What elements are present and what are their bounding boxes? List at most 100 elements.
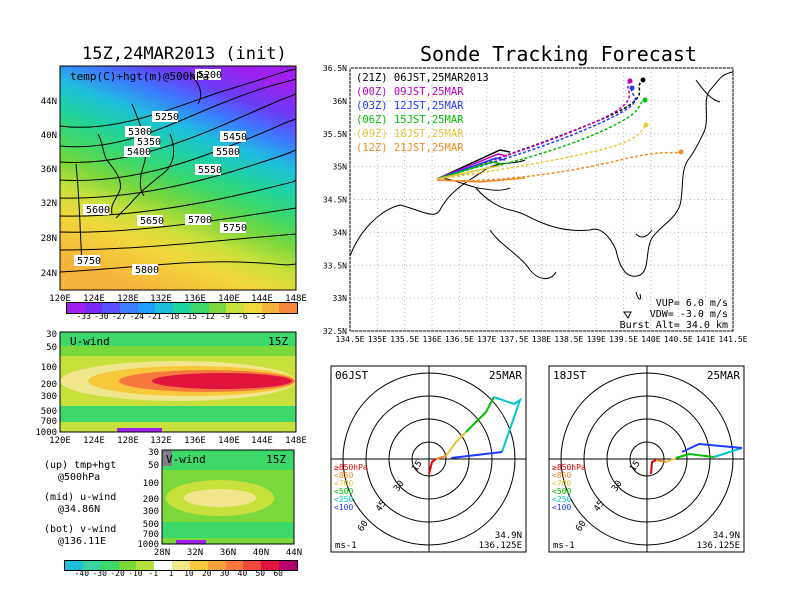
svg-text:≥850hPa: ≥850hPa bbox=[552, 463, 586, 472]
pressure-tick: 700 bbox=[143, 530, 159, 540]
contour-label: 5750 bbox=[77, 256, 101, 267]
colorbar-swatch bbox=[82, 561, 101, 570]
contour-label: 5400 bbox=[127, 147, 151, 158]
lon-tick: 140E bbox=[641, 335, 660, 344]
lon-tick: 141.5E bbox=[719, 335, 748, 344]
svg-text:≥850hPa: ≥850hPa bbox=[334, 463, 368, 472]
colorbar-swatch bbox=[67, 303, 85, 313]
contour-label: 5450 bbox=[223, 132, 247, 143]
lon-tick: 128E bbox=[117, 436, 139, 446]
launch-entry: (21Z) 06JST,25MAR2013 bbox=[356, 72, 489, 84]
contour-label: 5700 bbox=[188, 215, 212, 226]
hodo-legend: ≥850hPa <850 <700 <500 <250 <100 bbox=[334, 463, 368, 512]
lon-tick: 140.5E bbox=[664, 335, 693, 344]
lon-tick: 135E bbox=[368, 335, 387, 344]
svg-text:<850: <850 bbox=[552, 471, 571, 480]
temperature-colorbar bbox=[66, 302, 298, 314]
legend-notes: (up) tmp+hgt @500hPa (mid) u-wind @34.86N … bbox=[44, 460, 116, 548]
hodo-lat: 34.9N bbox=[713, 531, 740, 541]
pressure-tick: 300 bbox=[143, 507, 159, 517]
colorbar-swatch bbox=[207, 561, 226, 570]
colorbar-swatch bbox=[120, 303, 138, 313]
contour-label: 5250 bbox=[155, 112, 179, 123]
lat-tick: 32.5N bbox=[323, 327, 347, 336]
colorbar-label: -30 bbox=[94, 312, 109, 321]
contour-label: 5550 bbox=[198, 165, 222, 176]
sonde-track-map: (21Z) 06JST,25MAR2013 (00Z) 09JST,25MAR … bbox=[323, 64, 748, 344]
colorbar-swatch bbox=[190, 303, 209, 313]
colorbar-swatch bbox=[172, 561, 190, 570]
svg-text:<250: <250 bbox=[552, 495, 571, 504]
u-wind-label: U-wind bbox=[70, 335, 110, 348]
lon-tick: 139E bbox=[587, 335, 606, 344]
colorbar-swatch bbox=[137, 303, 156, 313]
pressure-tick: 500 bbox=[143, 520, 159, 530]
colorbar-swatch bbox=[261, 303, 280, 313]
lat-tick: 24N bbox=[41, 269, 57, 279]
colorbar-swatch bbox=[225, 561, 244, 570]
lon-tick: 138.5E bbox=[554, 335, 583, 344]
lon-tick: 120E bbox=[49, 436, 71, 446]
hodo-lon: 136.125E bbox=[697, 541, 740, 551]
colorbar-label: -1 bbox=[148, 569, 159, 578]
colorbar-label: 30 bbox=[219, 569, 230, 578]
u-wind-time: 15Z bbox=[268, 335, 288, 348]
hodo-date: 25MAR bbox=[707, 369, 740, 382]
lat-tick: 32N bbox=[41, 199, 57, 209]
launch-entry: (03Z) 12JST,25MAR bbox=[356, 100, 464, 112]
colorbar-swatch bbox=[243, 561, 262, 570]
note-up: (up) tmp+hgt @500hPa bbox=[44, 460, 117, 483]
lon-tick: 144E bbox=[251, 436, 273, 446]
pressure-tick: 100 bbox=[41, 363, 57, 373]
lat-tick: 33N bbox=[333, 294, 348, 303]
param-vdw: VDW= -3.0 m/s bbox=[650, 309, 728, 320]
colorbar-swatch bbox=[243, 303, 262, 313]
colorbar-swatch bbox=[65, 561, 83, 570]
u-wind-section: U-wind 15Z 30 50 100 200 300 500 700 100… bbox=[35, 330, 307, 446]
colorbar-label: -30 bbox=[92, 569, 107, 578]
pressure-tick: 1000 bbox=[35, 428, 57, 438]
lat-tick: 44N bbox=[286, 548, 302, 558]
lon-tick: 137.5E bbox=[500, 335, 529, 344]
contour-label: 5300 bbox=[128, 127, 152, 138]
colorbar-swatch bbox=[279, 303, 297, 313]
lon-tick: 144E bbox=[251, 294, 273, 304]
lon-tick: 124E bbox=[83, 436, 105, 446]
lon-tick: 137E bbox=[477, 335, 496, 344]
svg-text:<250: <250 bbox=[334, 495, 353, 504]
pressure-tick: 1000 bbox=[137, 540, 159, 550]
colorbar-swatch bbox=[226, 303, 244, 313]
lon-tick: 132E bbox=[150, 294, 172, 304]
param-vup: VUP= 6.0 m/s bbox=[656, 298, 728, 309]
lon-tick: 140E bbox=[218, 294, 240, 304]
lat-tick: 36N bbox=[220, 548, 236, 558]
colorbar-label: -20 bbox=[110, 569, 125, 578]
lon-tick: 134.5E bbox=[336, 335, 365, 344]
lat-tick: 36N bbox=[41, 165, 57, 175]
v-wind-label: V-wind bbox=[166, 453, 206, 466]
map-lat-ticks: 44N 40N 36N 32N 28N 24N bbox=[41, 97, 57, 279]
colorbar-label: -24 bbox=[129, 312, 144, 321]
lon-tick: 136E bbox=[184, 294, 206, 304]
lat-tick: 36N bbox=[333, 97, 348, 106]
lat-tick: 35.5N bbox=[323, 130, 347, 139]
colorbar-swatch bbox=[118, 561, 137, 570]
colorbar-swatch bbox=[136, 561, 155, 570]
hodo-legend: ≥850hPa <850 <700 <500 <250 <100 bbox=[552, 463, 586, 512]
pressure-tick: 50 bbox=[46, 343, 57, 353]
lat-tick: 34N bbox=[333, 228, 348, 237]
pressure-tick: 500 bbox=[41, 407, 57, 417]
hodo-time: 06JST bbox=[335, 369, 368, 382]
contour-label: 5200 bbox=[198, 70, 222, 81]
colorbar-swatch bbox=[173, 303, 191, 313]
hodo-date: 25MAR bbox=[489, 369, 522, 382]
contour-label: 5800 bbox=[135, 265, 159, 276]
contour-label: 5350 bbox=[137, 137, 161, 148]
colorbar-label: 20 bbox=[201, 569, 212, 578]
colorbar-swatch bbox=[102, 303, 121, 313]
temperature-height-map: 44N 40N 36N 32N 28N 24N 120E 124E 128E 1… bbox=[41, 65, 307, 304]
launch-entry: (09Z) 18JST,25MAR bbox=[356, 128, 464, 140]
pressure-tick: 300 bbox=[41, 392, 57, 402]
wind-colorbar-labels: -40 -30 -20 -10 -1 1 10 20 30 40 50 60 bbox=[64, 569, 296, 581]
lon-tick: 136.5E bbox=[445, 335, 474, 344]
